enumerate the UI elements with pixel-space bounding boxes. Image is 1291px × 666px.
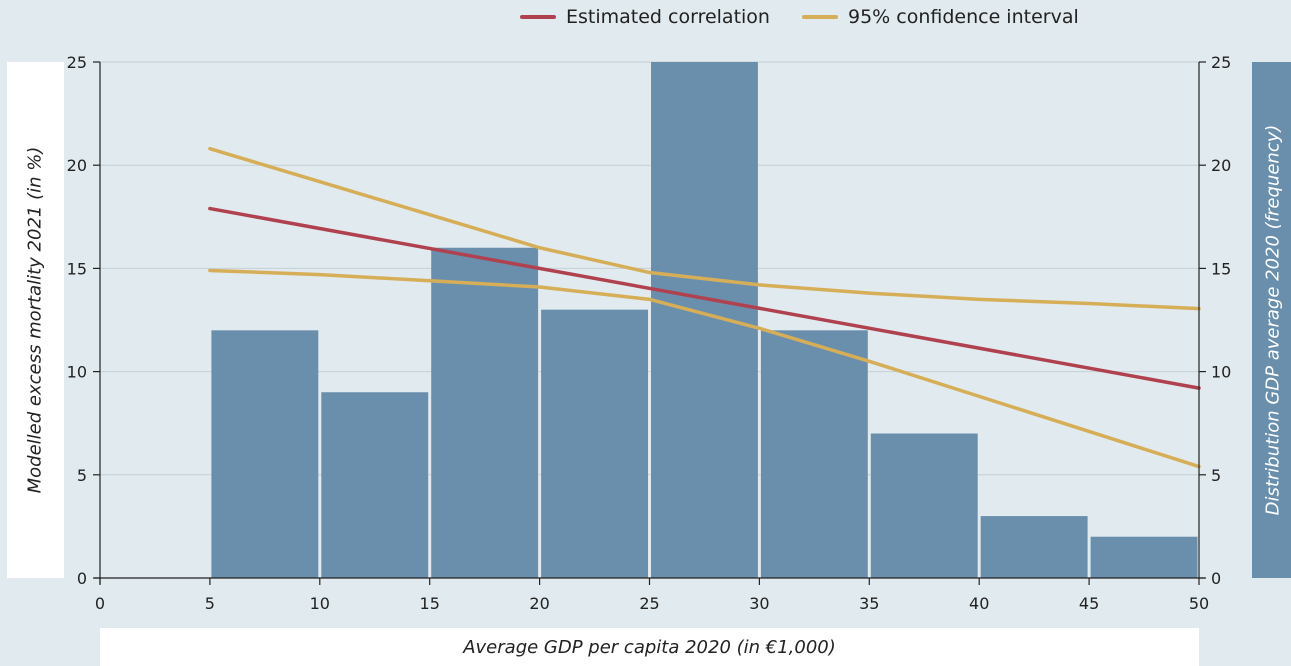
x-tick-label: 50 [1189, 594, 1209, 613]
x-tick-label: 20 [529, 594, 549, 613]
histogram-bar [321, 392, 429, 578]
x-tick-label: 35 [859, 594, 879, 613]
legend-label-ci: 95% confidence interval [847, 6, 1079, 28]
legend-swatch-correlation [520, 15, 556, 19]
axes: 0 5 10 15 20 25 0 5 10 15 20 25 0 5 10 15 20 25 30 35 40 45 50 [67, 53, 1232, 613]
histogram-bar [651, 62, 758, 578]
y-tick-label: 0 [77, 569, 87, 588]
correlation-line [208, 206, 1201, 390]
y-axis-label-panel [7, 62, 64, 578]
y-tick-label: 25 [67, 53, 87, 72]
histogram-bar [870, 433, 978, 578]
x-tick-label: 5 [205, 594, 215, 613]
x-tick-label: 25 [639, 594, 659, 613]
y2-tick-label: 0 [1211, 569, 1221, 588]
histogram-bar [980, 516, 1088, 578]
y-tick-label: 15 [67, 259, 87, 278]
y2-tick-label: 20 [1211, 156, 1231, 175]
histogram-bar [1090, 536, 1198, 578]
legend-item-correlation: Estimated correlation [520, 6, 770, 28]
y2-tick-label: 15 [1211, 259, 1231, 278]
chart: 0 5 10 15 20 25 0 5 10 15 20 25 0 5 10 15 20 25 30 35 40 45 50 [67, 53, 1232, 613]
legend-label-correlation: Estimated correlation [566, 6, 770, 28]
x-axis-label: Average GDP per capita 2020 (in €1,000) [463, 636, 836, 658]
x-tick-label: 10 [310, 594, 330, 613]
histogram-bar [431, 247, 539, 578]
x-tick-label: 40 [969, 594, 989, 613]
histogram-bar [760, 330, 868, 578]
ci-lower-line [208, 268, 1201, 469]
x-tick-label: 0 [95, 594, 105, 613]
x-tick-label: 15 [420, 594, 440, 613]
ci-upper-line [208, 146, 1201, 311]
y2-axis-label-panel [1252, 62, 1291, 578]
x-tick-label: 30 [749, 594, 769, 613]
legend-item-ci: 95% confidence interval [801, 6, 1079, 28]
x-tick-label: 45 [1079, 594, 1099, 613]
y2-tick-label: 10 [1211, 363, 1231, 382]
legend: Estimated correlation 95% confidence int… [520, 6, 1111, 28]
histogram-bar [541, 309, 648, 578]
y-tick-label: 20 [67, 156, 87, 175]
legend-swatch-ci [801, 15, 838, 19]
histogram-bar [211, 330, 319, 578]
x-axis-label-panel: Average GDP per capita 2020 (in €1,000) [100, 628, 1199, 666]
y2-tick-label: 25 [1211, 53, 1231, 72]
series-lines [208, 146, 1201, 469]
y-tick-label: 10 [67, 363, 87, 382]
y-tick-label: 5 [77, 466, 87, 485]
histogram-bars [211, 62, 1198, 578]
y2-tick-label: 5 [1211, 466, 1221, 485]
